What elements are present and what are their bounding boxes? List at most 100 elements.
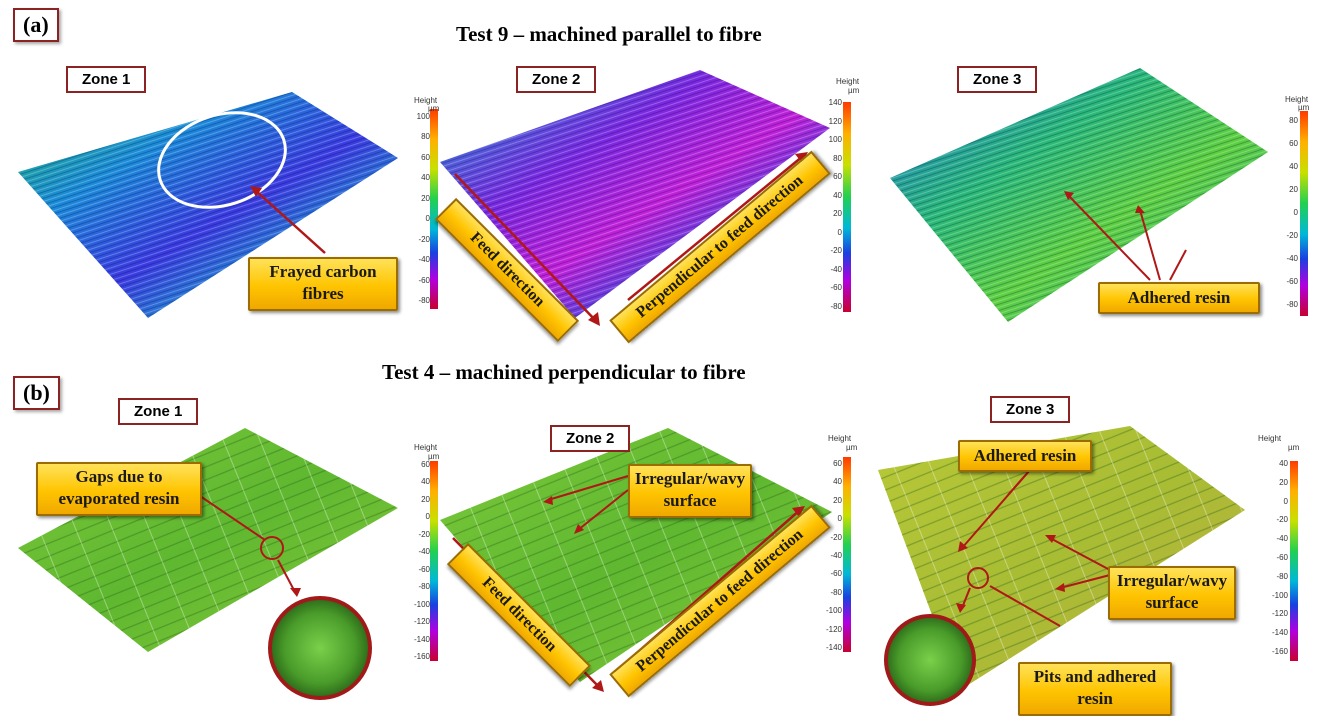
a-cb2-tick: 120: [828, 116, 842, 126]
a-cb1-tick: 40: [421, 173, 430, 183]
a-cb1-tick: -80: [418, 296, 430, 305]
b-cb2-tick: -140: [825, 643, 842, 652]
b-cb2-tick: -120: [825, 624, 842, 634]
b-cb3-tick: -80: [1276, 571, 1288, 581]
b-zone3-zoom: [884, 614, 976, 706]
a-cb2-unit: µm: [848, 86, 860, 95]
a-cb1-tick: -60: [418, 275, 430, 285]
b-zone3-surface: [878, 426, 1245, 690]
panel-b-tag: (b): [13, 376, 60, 410]
a-cb2-tick: -60: [830, 283, 842, 293]
b-colorbar-2: [843, 457, 851, 652]
b-cb3-tick: 20: [1279, 477, 1288, 487]
b-cb1-tick: -160: [413, 652, 430, 661]
a-cb2-tick: 60: [833, 172, 842, 182]
a-cb1-unit: µm: [428, 104, 440, 113]
a-cb1-tick: 60: [421, 152, 430, 162]
b-cb2-tick: -20: [830, 532, 842, 542]
b-colorbar-1: [430, 461, 438, 661]
a-cb3-tick: 20: [1289, 185, 1298, 194]
b-cb3-tick: 40: [1279, 459, 1288, 468]
b-cb1-tick: 40: [421, 477, 430, 487]
b-zone1-surface: [18, 428, 398, 652]
b-cb2-unit: µm: [846, 443, 858, 452]
a-resin-callout: Adhered resin: [1098, 282, 1260, 314]
b-cb1-tick: -120: [413, 617, 430, 627]
a-cb2-tick: 100: [828, 135, 842, 145]
b-cb3-tick: -160: [1271, 647, 1288, 656]
b-cb1-tick: 60: [421, 460, 430, 469]
b-irregular-callout-1: Irregular/wavy surface: [628, 464, 752, 518]
panel-a-title: Test 9 – machined parallel to fibre: [456, 22, 762, 46]
b-cb1-tick: 20: [421, 494, 430, 504]
b-cb3-tick: -60: [1276, 553, 1288, 562]
b-cb1-tick: -100: [413, 599, 430, 609]
a-perp-arrow: [627, 155, 804, 301]
a-cb3-tick: 80: [1289, 116, 1298, 125]
a-colorbar-3: [1300, 111, 1308, 316]
a-cb3-tick: -60: [1286, 277, 1298, 286]
frayed-region-ellipse: [157, 111, 287, 209]
b-cb3-tick: -120: [1271, 609, 1288, 619]
b-cb3-title: Height: [1258, 434, 1282, 443]
b-cb3-tick: -20: [1276, 515, 1288, 525]
b-zone1-label: Zone 1: [118, 398, 199, 425]
a-cb2-tick: -80: [830, 302, 842, 311]
b-zone1-zoom: [268, 596, 372, 700]
b-cb2-tick: 40: [833, 477, 842, 487]
b-cb2-tick: -60: [830, 569, 842, 579]
a-cb3-tick: -40: [1286, 254, 1298, 263]
a-cb1-tick: -40: [418, 255, 430, 265]
a-cb1-tick: 100: [416, 112, 430, 121]
a-feed-arrow: [454, 173, 598, 323]
b-adhered-callout: Adhered resin: [958, 440, 1092, 472]
a-cb3-tick: 40: [1289, 162, 1298, 171]
b-cb1-unit: µm: [428, 452, 440, 461]
b-zone2-label: Zone 2: [550, 425, 631, 452]
a-zone1-surface: [18, 92, 398, 318]
a-cb3-title: Height: [1285, 95, 1309, 104]
b-colorbar-3: [1290, 461, 1298, 661]
a-colorbar-2: [843, 102, 851, 312]
b-irregular-callout-2: Irregular/wavy surface: [1108, 566, 1236, 620]
a-cb3-tick: 0: [1293, 208, 1298, 217]
panel-a-tag: (a): [13, 8, 59, 42]
b-cb1-tick: -80: [418, 582, 430, 592]
b-cb3-tick: -40: [1276, 534, 1288, 544]
a-zone3-surface: [890, 68, 1268, 322]
b-cb3-tick: -100: [1271, 590, 1288, 600]
a-cb2-tick: -40: [830, 264, 842, 274]
a-cb1-tick: 20: [421, 193, 430, 203]
a-cb1-tick: -20: [418, 234, 430, 244]
a-cb2-tick: 20: [833, 209, 842, 219]
a-cb3-unit: µm: [1298, 103, 1310, 112]
b-cb2-tick: 0: [837, 514, 842, 524]
a-zone1-label: Zone 1: [66, 66, 147, 93]
b-cb1-tick: -20: [418, 529, 430, 539]
a-cb2-tick: 80: [833, 153, 842, 163]
a-colorbar-1: [430, 109, 438, 309]
a-cb2-tick: 0: [837, 227, 842, 237]
frayed-callout: Frayed carbon fibres: [248, 257, 398, 311]
a-cb2-tick: -20: [830, 246, 842, 256]
b-gaps-callout: Gaps due to evaporated resin: [36, 462, 202, 516]
b-cb2-tick: -80: [830, 587, 842, 597]
frayed-arrow: [254, 189, 326, 254]
b-cb1-title: Height: [414, 443, 438, 452]
b-zone3-label: Zone 3: [990, 396, 1071, 423]
a-cb1-tick: 80: [421, 132, 430, 142]
b-cb1-tick: -40: [418, 547, 430, 557]
a-zone2-label: Zone 2: [516, 66, 597, 93]
a-cb1-title: Height: [414, 96, 438, 105]
b-cb2-tick: -40: [830, 551, 842, 560]
b-cb1-tick: -140: [413, 634, 430, 644]
panel-b-title: Test 4 – machined perpendicular to fibre: [382, 360, 746, 384]
b-cb2-title: Height: [828, 434, 852, 443]
a-cb3-tick: -20: [1286, 231, 1298, 240]
a-cb3-tick: 60: [1289, 139, 1298, 148]
b-cb2-tick: 60: [833, 459, 842, 468]
b-cb2-tick: -100: [825, 606, 842, 616]
b-cb2-tick: 20: [833, 495, 842, 505]
a-cb3-tick: -80: [1286, 300, 1298, 309]
a-cb2-tick: 40: [833, 190, 842, 200]
